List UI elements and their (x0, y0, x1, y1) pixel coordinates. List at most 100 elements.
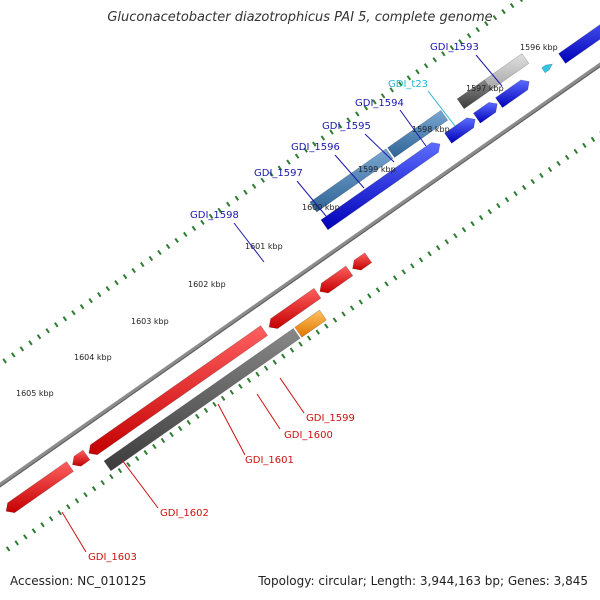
inner-tick-ring (263, 365, 269, 371)
inner-tick-ring (367, 293, 372, 299)
inner-tick-ring (435, 245, 441, 251)
cds-forward-gdi-1596 (444, 117, 476, 144)
inner-tick-ring (177, 425, 183, 432)
feature-dark-grey-1602 (103, 328, 301, 472)
outer-tick-ring (398, 81, 403, 87)
cds-forward-gdi-1594 (495, 79, 530, 109)
inner-tick-ring (418, 257, 424, 263)
inner-tick-ring (375, 287, 381, 293)
genome-backbone (0, 62, 600, 488)
inner-tick-ring (229, 389, 235, 395)
accession-text: Accession: NC_010125 (10, 574, 147, 588)
inner-tick-ring (255, 371, 260, 377)
outer-tick-ring (251, 183, 257, 189)
tick-label: 1599 kbp (358, 165, 396, 174)
inner-tick-ring (134, 455, 140, 462)
inner-tick-ring (496, 202, 501, 209)
inner-tick-ring (152, 443, 157, 450)
outer-tick-ring (122, 273, 128, 280)
inner-tick-ring (530, 178, 536, 185)
inner-tick-ring (470, 221, 475, 227)
label-gdi-1600: GDI_1600 (284, 430, 333, 441)
outer-tick-ring (200, 219, 205, 225)
label-gdi-1599: GDI_1599 (306, 413, 355, 424)
cds-forward-gdi-1595 (472, 102, 498, 124)
inner-tick-ring (195, 413, 200, 420)
outer-tick-ring (337, 123, 343, 129)
label-gdi-1593: GDI_1593 (430, 42, 479, 53)
label-gdi-1595-leader (364, 133, 395, 163)
outer-tick-ring (208, 213, 214, 219)
outer-tick-ring (19, 346, 25, 352)
cds-reverse-gdi-1603 (5, 461, 74, 514)
outer-tick-ring (217, 207, 222, 213)
inner-tick-ring (392, 275, 398, 281)
outer-tick-ring (226, 201, 231, 207)
outer-tick-ring (269, 171, 274, 177)
outer-tick-ring (415, 69, 420, 75)
label-gdi-t23-leader (427, 90, 456, 127)
inner-tick-ring (349, 305, 355, 311)
outer-tick-ring (492, 14, 498, 21)
outer-tick-ring (45, 328, 50, 334)
outer-tick-ring (372, 99, 377, 105)
label-gdi-1594: GDI_1594 (355, 98, 404, 109)
outer-tick-ring (501, 8, 506, 15)
feature-steelblue-1598 (309, 148, 394, 213)
cds-reverse-small (72, 449, 91, 467)
label-gdi-1597-leader (296, 180, 327, 217)
label-gdi-1596-leader (334, 154, 365, 189)
outer-tick-ring (191, 225, 197, 232)
cds-forward-gdi-1593 (558, 24, 600, 64)
inner-tick-ring (324, 323, 329, 329)
outer-tick-ring (303, 147, 308, 153)
outer-tick-ring (97, 292, 102, 298)
inner-tick-ring (272, 359, 278, 365)
outer-tick-ring (71, 310, 76, 316)
inner-tick-ring (556, 160, 561, 167)
outer-tick-ring (312, 141, 317, 147)
outer-tick-ring (346, 117, 351, 123)
inner-tick-ring (246, 377, 252, 383)
inner-tick-ring (298, 341, 303, 347)
inner-tick-ring (582, 142, 587, 149)
inner-tick-ring (220, 395, 226, 401)
inner-tick-ring (212, 401, 217, 407)
inner-tick-ring (203, 407, 209, 414)
label-gdi-1595: GDI_1595 (322, 121, 371, 132)
inner-tick-ring (126, 461, 131, 468)
inner-tick-ring (31, 528, 37, 534)
outer-tick-ring (389, 87, 394, 93)
outer-tick-ring (88, 298, 93, 304)
outer-tick-ring (466, 33, 472, 39)
cds-reverse-gdi-1602 (88, 325, 269, 456)
outer-tick-ring (11, 352, 16, 358)
outer-tick-ring (432, 57, 437, 63)
outer-tick-ring (174, 237, 179, 244)
outer-tick-ring (157, 249, 162, 256)
topology-text: Topology: circular; Length: 3,944,163 bp… (258, 574, 588, 588)
outer-tick-ring (234, 195, 240, 201)
outer-tick-ring (79, 304, 85, 310)
outer-tick-ring (423, 63, 429, 69)
inner-tick-ring (444, 239, 450, 245)
inner-tick-ring (83, 492, 88, 498)
outer-tick-ring (131, 267, 136, 274)
outer-tick-ring (260, 177, 265, 183)
outer-tick-ring (294, 153, 300, 159)
outer-tick-ring (183, 231, 188, 238)
outer-tick-ring (28, 340, 33, 346)
inner-tick-ring (109, 474, 114, 480)
inner-tick-ring (315, 329, 321, 335)
inner-tick-ring (590, 136, 596, 142)
outer-tick-ring (458, 39, 463, 45)
outer-tick-ring (449, 45, 455, 51)
inner-tick-ring (289, 347, 295, 353)
outer-tick-ring (243, 189, 248, 195)
feature-orange-1601 (294, 309, 327, 338)
inner-tick-ring (143, 449, 148, 456)
label-gdi-1603-leader (61, 511, 87, 553)
outer-tick-ring (484, 21, 489, 27)
